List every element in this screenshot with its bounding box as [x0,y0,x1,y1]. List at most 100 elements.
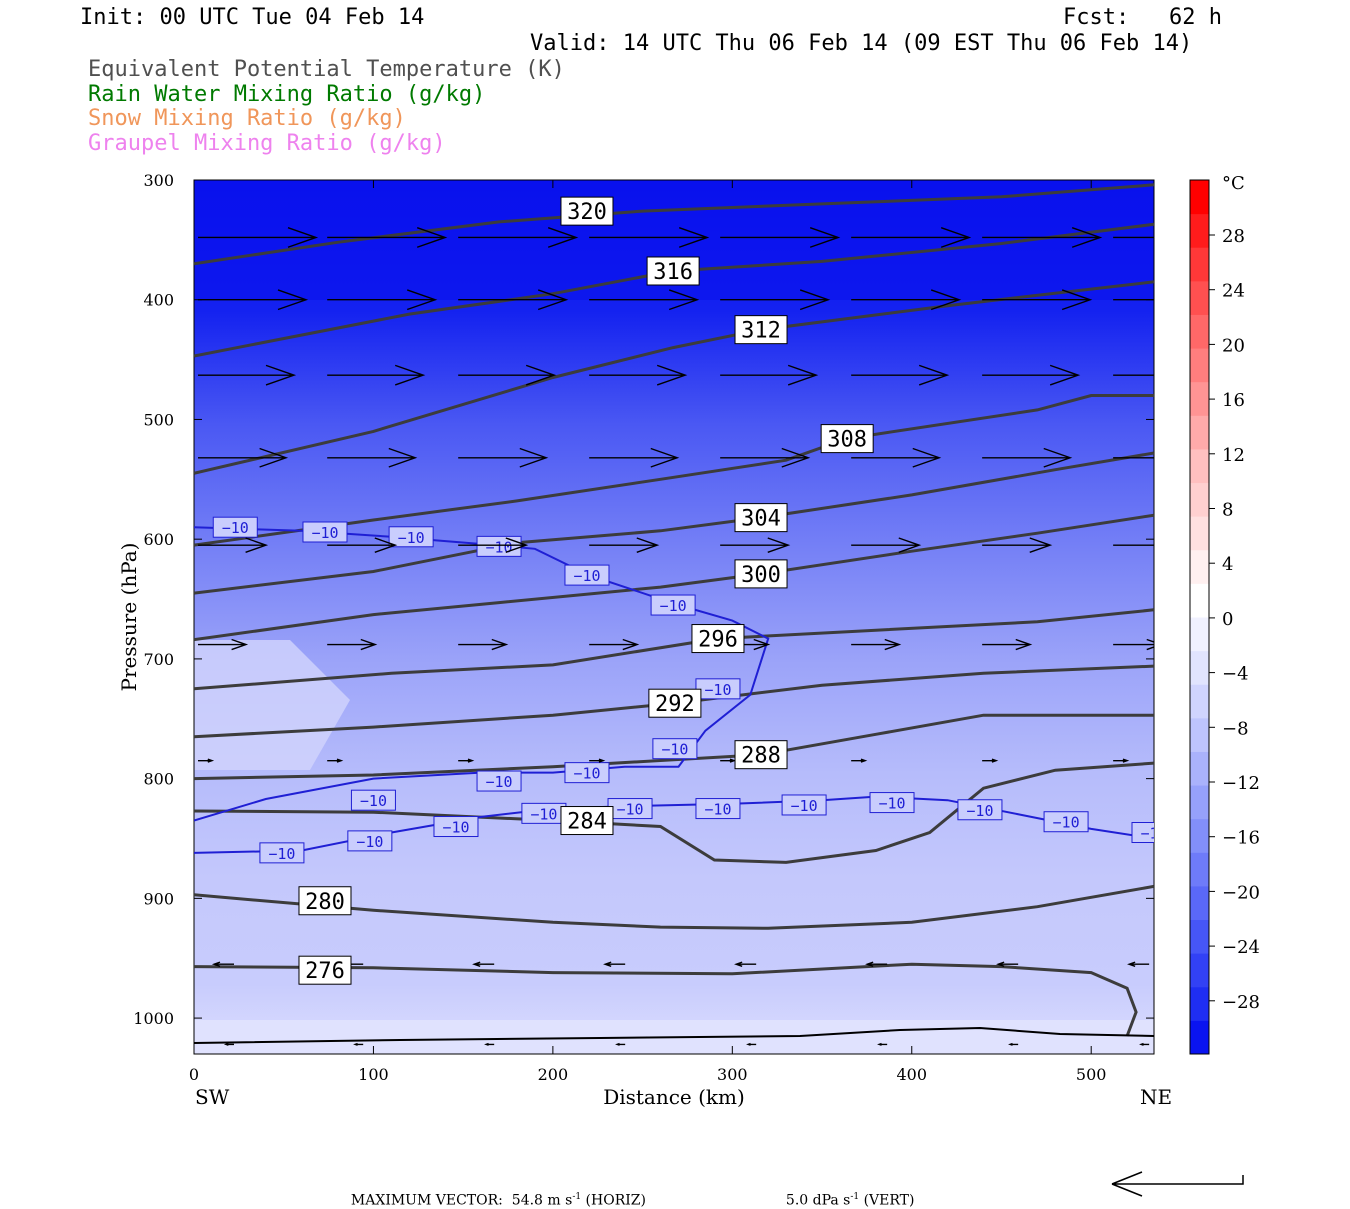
contour-label-box [560,196,614,226]
isotherm-label: −10 [791,797,818,815]
isotherm-label-box [212,516,258,538]
wind-vector [589,758,606,763]
contour-label: 276 [305,959,345,984]
colorbar-tick-label: 0 [1222,609,1233,630]
y-tick-label: 900 [143,889,174,908]
x-tick-label: 100 [358,1065,389,1084]
wind-vector [603,961,626,967]
wind-vector [198,364,297,386]
wind-vector [458,638,509,651]
isotherm-label: −10 [442,819,469,837]
wind-vector [851,638,902,651]
contour-label-box [298,886,352,916]
wind-vector [1127,961,1150,967]
isotherm-label-box [564,762,610,784]
isotherm-label: −10 [573,567,600,585]
wind-vector [198,758,215,763]
colorbar-tick-label: −28 [1222,992,1260,1013]
forecast-hour: Fcst: 62 h [1063,5,1222,30]
wind-vector [458,537,529,553]
field-legend-rain: Rain Water Mixing Ratio (g/kg) [88,82,486,107]
y-tick-label: 1000 [133,1009,174,1028]
wind-vector [198,537,269,553]
isotherm-label: −10 [360,792,387,810]
wind-vector [851,289,962,311]
isotherm-label-box [476,770,522,792]
colorbar-tick-label: −20 [1222,882,1260,903]
wind-vector [472,961,495,967]
isotherm-label-box [259,842,305,864]
isotherm-label: −10 [704,801,731,819]
contour-label-box [691,624,745,654]
contour-label-box [560,806,614,836]
isotherm-label-box [388,526,434,548]
horiz-label: (HORIZ) [581,1192,646,1209]
wind-vector [877,1042,888,1046]
colorbar-frame [1189,179,1210,1055]
colorbar-swatch [1190,280,1209,315]
colorbar: °C 28 24 20 16 12 8 4 0 −4 −8 −12 −16 −20 −24 −28 [1189,173,1260,1055]
minus10-isotherm [194,526,770,822]
wind-vector [458,447,549,468]
x-tick-label: 400 [896,1065,927,1084]
colorbar-tick-label: −8 [1222,718,1249,739]
max-vector-horiz: MAXIMUM VECTOR: 54.8 m s [350,1192,573,1209]
upper-blue-band [194,180,1154,300]
isotherm-label-box [1043,811,1089,833]
isotherm-label-box [957,799,1003,821]
colorbar-swatch [1190,348,1209,383]
contour-label: 300 [741,563,781,588]
isotherm-label-box [350,789,396,811]
colorbar-swatch [1190,314,1209,349]
colorbar-swatch [1190,213,1209,248]
isotherm-label: −10 [1140,825,1167,843]
colorbar-tick-label: −4 [1222,664,1249,685]
x-tick-label: 300 [717,1065,748,1084]
theta-e-contour [194,513,1154,642]
wind-vector [589,227,710,248]
wind-vector [198,227,319,248]
isotherm-label: −10 [966,802,993,820]
colorbar-tick-label: 8 [1222,500,1233,521]
colorbar-swatch [1190,885,1209,921]
unit-exponent: -1 [572,1192,582,1202]
valid-time: Valid: 14 UTC Thu 06 Feb 14 (09 EST Thu … [530,31,1193,56]
contour-label: 304 [741,507,781,532]
contour-label: 320 [567,200,607,225]
theta-e-contour [194,183,1154,266]
isotherm-label: −10 [878,795,905,813]
theta-e-contour [194,761,1154,864]
wind-vector [851,537,922,553]
wind-vector [982,758,999,763]
max-vector-text: MAXIMUM VECTOR: 54.8 m s-1 (HORIZ) [342,1176,646,1209]
contour-label-box [646,256,700,286]
theta-e-contours [194,183,1154,1044]
y-tick-label: 800 [143,770,174,789]
wind-vector [865,961,888,967]
isotherm-label-box [302,521,348,543]
contour-label-box [648,688,702,718]
cold-tongue-band [194,640,350,770]
wind-vector [223,1042,234,1046]
colorbar-swatch [1190,247,1209,282]
contour-label: 316 [653,260,693,285]
contour-label: 284 [567,810,607,835]
wind-vector [1113,544,1154,546]
plot-background [194,180,1154,1054]
max-vector-vert-text: 5.0 dPa s-1 (VERT) [777,1176,915,1209]
isotherm-label-box [869,792,915,814]
colorbar-swatch [1190,785,1209,820]
isotherm-label: −10 [660,597,687,615]
wind-vector [198,289,309,311]
wind-vector [1113,236,1154,239]
isotherm-label: −10 [485,538,512,556]
wind-vector [720,289,831,311]
wind-vector [589,447,680,468]
colorbar-swatch [1190,818,1209,853]
colorbar-tick-label: 4 [1222,554,1233,575]
contour-label: 296 [698,628,738,653]
wind-vector [851,364,950,386]
isotherm-label-box [652,738,698,760]
max-vector-vert: 5.0 dPa s [785,1192,851,1209]
colorbar-swatch [1190,751,1209,786]
